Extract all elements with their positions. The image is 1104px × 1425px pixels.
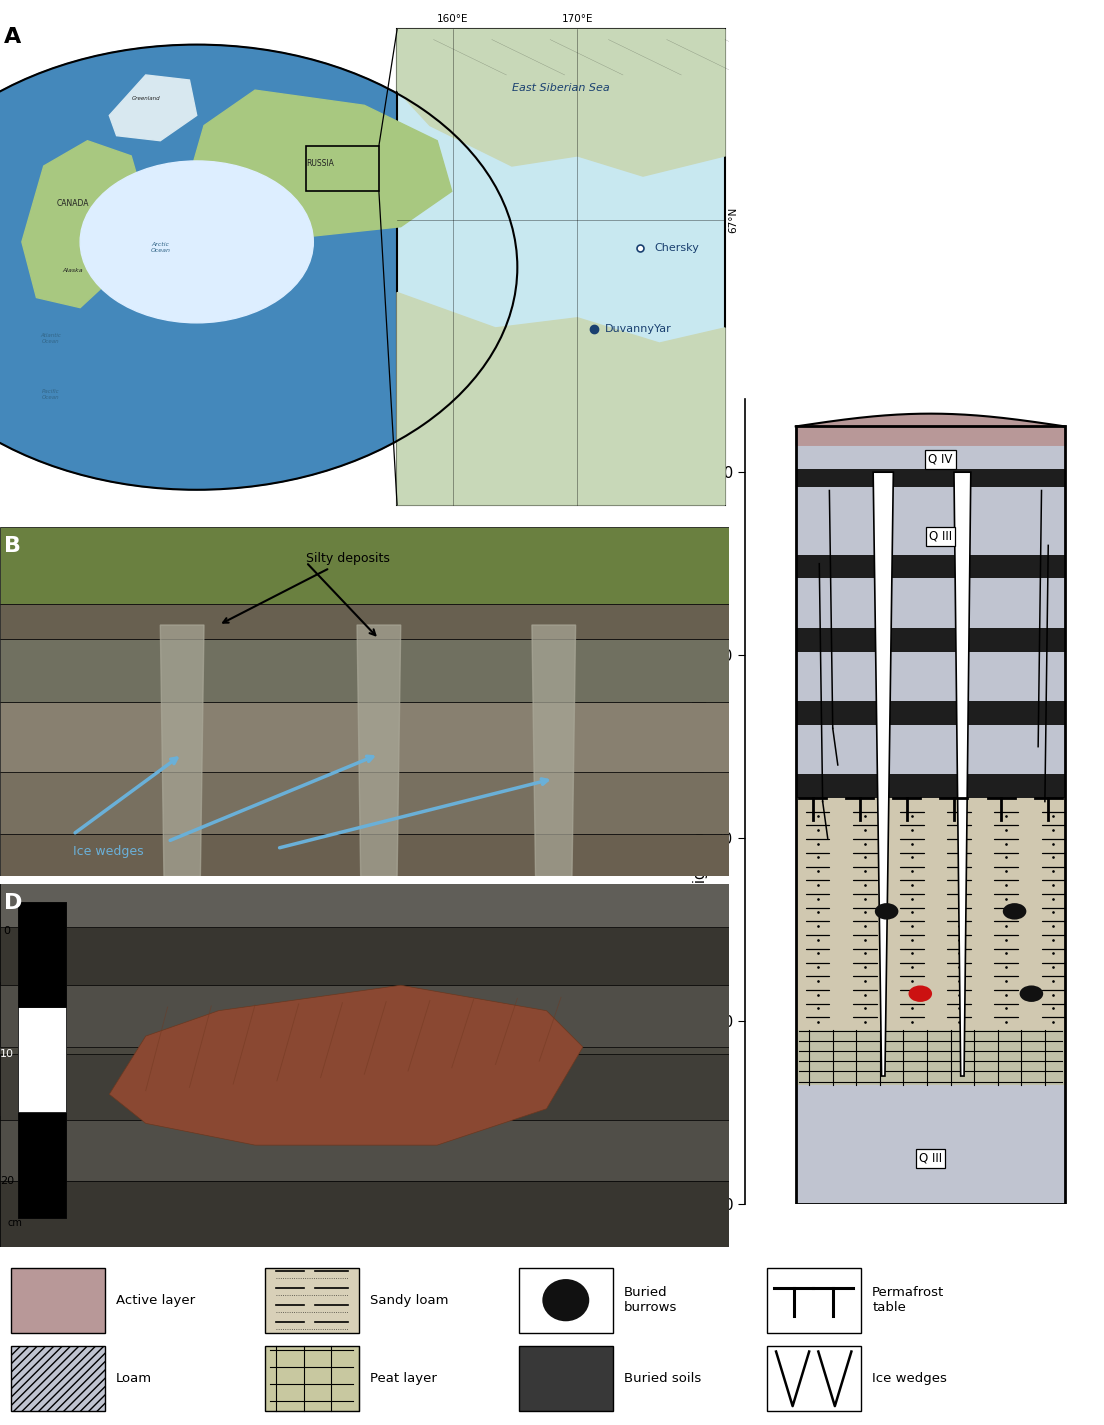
Bar xyxy=(796,445,1065,469)
Text: Permafrost
table: Permafrost table xyxy=(872,1287,944,1314)
Polygon shape xyxy=(109,76,197,141)
Polygon shape xyxy=(397,30,725,177)
Text: Active layer: Active layer xyxy=(116,1294,195,1307)
Text: Alaska: Alaska xyxy=(63,268,83,274)
Bar xyxy=(796,798,1065,1030)
Text: DuvannyYar: DuvannyYar xyxy=(605,323,671,333)
Polygon shape xyxy=(190,90,452,237)
Bar xyxy=(767,1268,861,1332)
Text: CANADA: CANADA xyxy=(56,200,89,208)
Text: D: D xyxy=(3,892,22,912)
Bar xyxy=(0,703,729,772)
Bar xyxy=(796,426,1065,445)
Text: Pacific
Ocean: Pacific Ocean xyxy=(42,389,60,400)
Bar xyxy=(0,1054,729,1120)
Bar xyxy=(0,527,729,604)
Bar xyxy=(0,921,729,985)
Ellipse shape xyxy=(542,1280,590,1321)
Bar xyxy=(18,902,65,1218)
Text: Silty deposits: Silty deposits xyxy=(223,551,390,623)
Bar xyxy=(519,1268,613,1332)
Ellipse shape xyxy=(874,903,899,919)
Polygon shape xyxy=(160,626,204,876)
Bar xyxy=(11,1347,105,1411)
Text: Sandy loam: Sandy loam xyxy=(370,1294,448,1307)
Bar xyxy=(796,628,1065,651)
Ellipse shape xyxy=(909,986,932,1002)
Text: cm: cm xyxy=(8,1218,22,1228)
Bar xyxy=(306,145,379,191)
Bar xyxy=(0,835,729,876)
Bar xyxy=(18,902,65,1007)
Text: Loam: Loam xyxy=(116,1372,152,1385)
Polygon shape xyxy=(219,121,269,167)
Polygon shape xyxy=(532,626,575,876)
Text: Chersky: Chersky xyxy=(655,244,699,254)
Text: RUSSIA: RUSSIA xyxy=(307,160,335,168)
Bar xyxy=(0,772,729,835)
Text: 0: 0 xyxy=(3,926,11,936)
Text: Ice wedges: Ice wedges xyxy=(73,845,144,858)
Bar xyxy=(796,701,1065,725)
Bar xyxy=(0,1181,729,1247)
Bar xyxy=(796,426,1065,1204)
Polygon shape xyxy=(22,141,146,308)
Polygon shape xyxy=(873,472,893,1076)
Bar xyxy=(796,554,1065,579)
Bar xyxy=(397,30,725,504)
Bar xyxy=(519,1347,613,1411)
Text: C: C xyxy=(671,403,688,423)
Bar xyxy=(796,487,1065,554)
Text: Q III: Q III xyxy=(928,530,952,543)
Text: Buried soils: Buried soils xyxy=(624,1372,701,1385)
Text: Q III: Q III xyxy=(919,1151,942,1164)
Text: Peat layer: Peat layer xyxy=(370,1372,437,1385)
Bar xyxy=(796,469,1065,487)
Bar xyxy=(0,638,729,703)
Bar xyxy=(796,651,1065,701)
Text: 67°N: 67°N xyxy=(729,207,739,232)
Bar xyxy=(796,774,1065,798)
Bar xyxy=(0,982,729,1047)
Text: Atlantic
Ocean: Atlantic Ocean xyxy=(41,333,62,343)
Bar xyxy=(0,862,729,928)
Text: 20: 20 xyxy=(0,1177,14,1187)
Bar xyxy=(18,1007,65,1113)
Bar xyxy=(265,1268,359,1332)
Bar xyxy=(0,604,729,638)
Text: East Siberian Sea: East Siberian Sea xyxy=(512,83,609,93)
Bar xyxy=(767,1347,861,1411)
Bar xyxy=(18,1113,65,1218)
Text: Greenland: Greenland xyxy=(131,97,160,101)
Ellipse shape xyxy=(1020,986,1043,1002)
Bar xyxy=(11,1268,105,1332)
Text: 160°E: 160°E xyxy=(437,14,468,24)
Bar xyxy=(265,1347,359,1411)
Polygon shape xyxy=(397,292,725,504)
Bar xyxy=(796,579,1065,628)
Bar xyxy=(796,725,1065,774)
Text: Arctic
Ocean: Arctic Ocean xyxy=(150,242,170,254)
Text: Q IV: Q IV xyxy=(928,453,953,466)
Text: A: A xyxy=(3,27,21,47)
Bar xyxy=(796,1030,1065,1086)
Bar xyxy=(0,1116,729,1181)
Y-axis label: Height above river [m a.r.l.]: Height above river [m a.r.l.] xyxy=(693,700,709,903)
Polygon shape xyxy=(954,472,970,1076)
Bar xyxy=(796,1086,1065,1204)
Circle shape xyxy=(0,44,518,490)
Text: 170°E: 170°E xyxy=(562,14,593,24)
Text: Ice wedges: Ice wedges xyxy=(872,1372,947,1385)
Text: 10: 10 xyxy=(0,1049,14,1059)
Polygon shape xyxy=(109,985,583,1146)
Text: Buried
burrows: Buried burrows xyxy=(624,1287,677,1314)
Circle shape xyxy=(81,161,314,323)
Text: B: B xyxy=(3,536,21,556)
Polygon shape xyxy=(357,626,401,876)
Ellipse shape xyxy=(1002,903,1027,919)
